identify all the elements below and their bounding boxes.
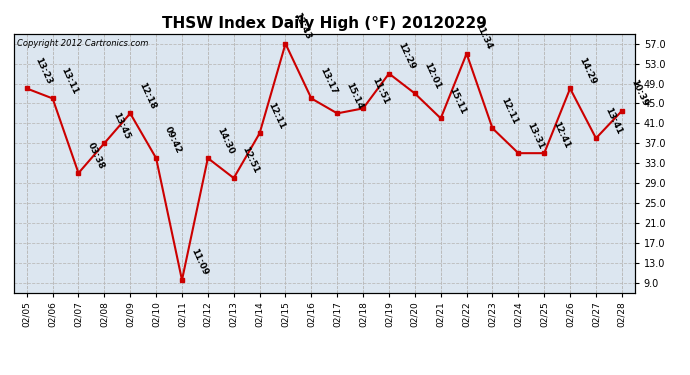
Text: 11:34: 11:34 xyxy=(473,21,494,51)
Text: 13:23: 13:23 xyxy=(34,56,54,86)
Text: 11:09: 11:09 xyxy=(189,248,209,277)
Text: 12:01: 12:01 xyxy=(422,61,442,91)
Text: 03:38: 03:38 xyxy=(86,141,106,170)
Text: 13:11: 13:11 xyxy=(59,66,80,96)
Text: 14:29: 14:29 xyxy=(577,56,598,86)
Text: 12:29: 12:29 xyxy=(396,41,416,71)
Text: 10:39: 10:39 xyxy=(629,78,649,108)
Text: 13:31: 13:31 xyxy=(525,121,546,150)
Text: 12:18: 12:18 xyxy=(137,81,157,111)
Text: Copyright 2012 Cartronics.com: Copyright 2012 Cartronics.com xyxy=(17,39,148,48)
Text: 15:11: 15:11 xyxy=(448,86,468,116)
Title: THSW Index Daily High (°F) 20120229: THSW Index Daily High (°F) 20120229 xyxy=(162,16,486,31)
Text: 09:42: 09:42 xyxy=(163,126,184,155)
Text: 15:14: 15:14 xyxy=(344,81,364,111)
Text: 12:11: 12:11 xyxy=(500,96,520,126)
Text: 12:41: 12:41 xyxy=(551,120,571,150)
Text: 13:17: 13:17 xyxy=(318,66,339,96)
Text: 11:51: 11:51 xyxy=(370,76,391,106)
Text: 12:51: 12:51 xyxy=(241,146,261,175)
Text: 13:41: 13:41 xyxy=(603,106,623,135)
Text: 14:30: 14:30 xyxy=(215,126,235,155)
Text: 12:11: 12:11 xyxy=(266,101,287,130)
Text: 12:43: 12:43 xyxy=(293,11,313,41)
Text: 13:45: 13:45 xyxy=(111,111,132,141)
